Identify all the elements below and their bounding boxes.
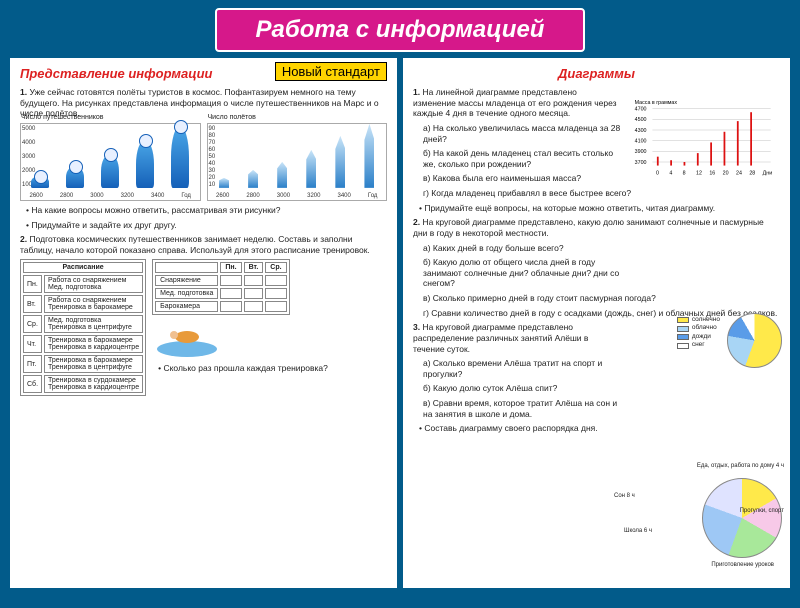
training-block: Пн.Вт.Ср. СнаряжениеМед. подготовкаБарок… (152, 259, 328, 396)
svg-text:8: 8 (683, 170, 686, 176)
rq3b: б) Какую долю суток Алёша спит? (423, 383, 628, 394)
q1-num: 1. (20, 87, 27, 97)
svg-text:3700: 3700 (635, 160, 647, 166)
pages-container: Представление информации Новый стандарт … (0, 58, 800, 598)
q2-text: Подготовка космических путешественников … (20, 234, 370, 255)
page-right: Диаграммы 1. На линейной диаграмме предс… (403, 58, 790, 588)
rq3-text: На круговой диаграмме представлено распр… (413, 322, 588, 353)
weather-pie-chart (727, 313, 782, 368)
chart-row: Число путешественников 50004000300020001… (20, 123, 387, 201)
right-q2: 2. На круговой диаграмме представлено, к… (413, 217, 780, 238)
svg-text:4700: 4700 (635, 106, 647, 112)
svg-text:4: 4 (669, 170, 672, 176)
title-banner: Работа с информацией (215, 8, 585, 52)
svg-text:16: 16 (709, 170, 715, 176)
rq2b: б) Какую долю от общего числа дней в год… (423, 257, 628, 289)
svg-text:24: 24 (736, 170, 742, 176)
rq2-num: 2. (413, 217, 420, 227)
svg-text:Дни: Дни (763, 170, 773, 176)
chart1-xaxis: 26002800300032003400Год (21, 193, 200, 199)
left-bullet3: Сколько раз прошла каждая тренировка? (158, 363, 328, 374)
svg-text:4500: 4500 (635, 117, 647, 123)
astronaut-chart: Число путешественников 50004000300020001… (20, 123, 201, 201)
right-q3: 3. На круговой диаграмме представлено ра… (413, 322, 618, 354)
svg-text:12: 12 (696, 170, 702, 176)
rq1d: г) Когда младенец прибавлял в весе быстр… (423, 188, 780, 199)
schedule-table: Расписание Пн.Работа со снаряжением Мед.… (20, 259, 146, 396)
rq2c: в) Сколько примерно дней в году стоит па… (423, 293, 780, 304)
chart1-title: Число путешественников (21, 114, 104, 121)
rq3note: Составь диаграмму своего распорядка дня. (419, 423, 780, 434)
svg-text:4300: 4300 (635, 128, 647, 134)
svg-text:3900: 3900 (635, 149, 647, 155)
rocket-bars (208, 124, 387, 200)
lbl-food: Еда, отдых, работа по дому 4 ч (697, 463, 784, 469)
lbl-sleep: Сон 8 ч (614, 493, 635, 499)
svg-text:4100: 4100 (635, 138, 647, 144)
rq1b: б) На какой день младенец стал весить ст… (423, 148, 628, 169)
rq2-text: На круговой диаграмме представлено, каку… (413, 217, 764, 238)
rocket-chart: Число полётов 908070605040302010 2600280… (207, 123, 388, 201)
rq1-text: На линейной диаграмме представлено измен… (413, 87, 617, 118)
training-table: Пн.Вт.Ср. СнаряжениеМед. подготовкаБарок… (152, 259, 289, 315)
rq1a: а) На сколько увеличилась масса младенца… (423, 123, 628, 144)
q2-num: 2. (20, 234, 27, 244)
mass-line-chart: Масса в граммах 4700 4500 4300 4100 3900 3700… (624, 98, 784, 178)
left-bullet1: На какие вопросы можно ответить, рассмат… (26, 205, 387, 216)
schedule-title: Расписание (23, 262, 143, 273)
lbl-lessons: Приготовление уроков (711, 562, 774, 568)
svg-text:28: 28 (749, 170, 755, 176)
chart2-title: Число полётов (208, 114, 256, 121)
chart2-yaxis: 908070605040302010 (209, 126, 216, 188)
weather-legend: солнечнооблачнодождиснег (677, 316, 720, 350)
chart2-xaxis: 26002800300032003400Год (208, 193, 387, 199)
new-standard-badge: Новый стандарт (275, 62, 387, 81)
left-bullet2: Придумайте и задайте их друг другу. (26, 220, 387, 231)
schedule-row: Расписание Пн.Работа со снаряжением Мед.… (20, 259, 387, 396)
day-pie-chart (702, 478, 782, 558)
astronaut-bars (21, 124, 200, 200)
rq3-num: 3. (413, 322, 420, 332)
rq2d: г) Сравни количество дней в году с осадк… (423, 308, 780, 319)
page-left: Представление информации Новый стандарт … (10, 58, 397, 588)
rq1c: в) Какова была его наименьшая масса? (423, 173, 628, 184)
title-text: Работа с информацией (256, 16, 545, 43)
rq2a: а) Каких дней в году больше всего? (423, 243, 628, 254)
rq3c: в) Сравни время, которое тратит Алёша на… (423, 398, 628, 419)
rq3a: а) Сколько времени Алёша тратит на спорт… (423, 358, 628, 379)
left-q2: 2. Подготовка космических путешественник… (20, 234, 387, 255)
mass-ylabel: Масса в граммах (635, 100, 678, 106)
right-header: Диаграммы (413, 66, 780, 81)
swimmer-icon (152, 319, 222, 359)
lbl-school: Школа 6 ч (624, 528, 652, 534)
svg-text:0: 0 (656, 170, 659, 176)
right-q1: 1. На линейной диаграмме представлено из… (413, 87, 618, 119)
svg-text:20: 20 (723, 170, 729, 176)
rq1-num: 1. (413, 87, 420, 97)
rq1note: Придумайте ещё вопросы, на которые можно… (419, 203, 780, 214)
